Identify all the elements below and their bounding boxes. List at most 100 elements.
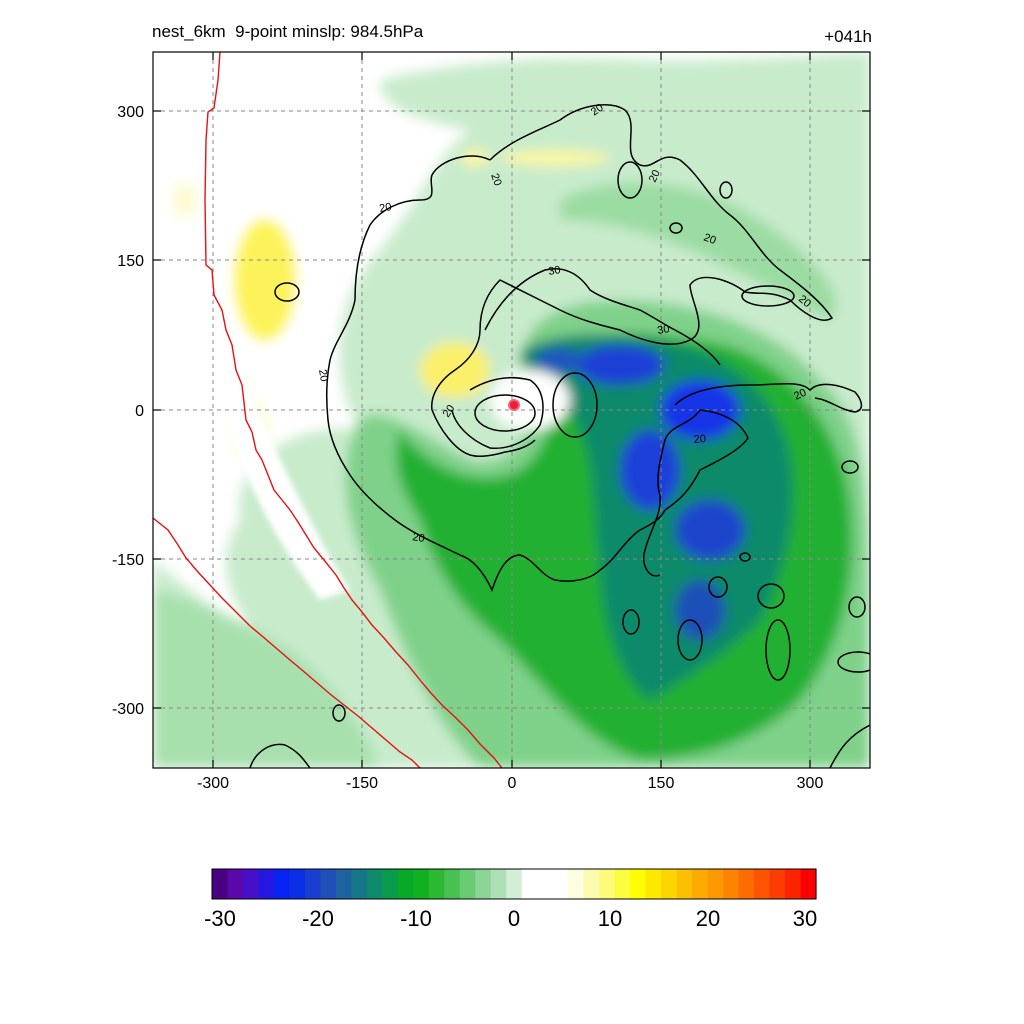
colorbar-swatch [754, 869, 771, 899]
colorbar-swatch [320, 869, 337, 899]
colorbar-swatch [723, 869, 740, 899]
x-tick-label: -150 [346, 775, 378, 792]
contour-label: 20 [647, 168, 663, 184]
colorbar-swatch [614, 869, 631, 899]
colorbar-swatch [692, 869, 709, 899]
colorbar-swatch [366, 869, 383, 899]
colorbar-swatch [769, 869, 786, 899]
colorbar-swatch [738, 869, 755, 899]
x-tick-label: 150 [648, 775, 675, 792]
colorbar-tick-label: -10 [400, 906, 432, 931]
colorbar-swatch [800, 869, 817, 899]
forecast-hour-label: +041h [824, 27, 872, 46]
field-blue-max-centre [620, 430, 680, 510]
y-axis-labels: 300 150 0 -150 -300 [112, 104, 144, 718]
colorbar-swatch [428, 869, 445, 899]
coastline-inner [204, 52, 503, 768]
contour-30 [484, 268, 721, 366]
colorbar-swatch [661, 869, 678, 899]
field-eye [490, 370, 570, 430]
x-tick-label: 300 [797, 775, 824, 792]
colorbar-tick-label: -30 [204, 906, 236, 931]
field-blue-max-inner [535, 348, 585, 372]
field-yellow-west [235, 220, 295, 340]
colorbar-swatch [475, 869, 492, 899]
contour-closed-10 [841, 460, 859, 474]
contour-closed-12 [739, 552, 751, 562]
contour-20-outer [431, 104, 834, 457]
contour-labels: 20 20 20 20 20 30 30 20 20 20 20 20 20 [316, 102, 813, 545]
colorbar-labels: -30 -20 -10 0 10 20 30 [204, 906, 817, 931]
colorbar-swatch [785, 869, 802, 899]
colorbar-swatch [289, 869, 306, 899]
colorbar [212, 869, 817, 899]
contour-closed-6 [757, 583, 785, 609]
colorbar-swatch [382, 869, 399, 899]
contour-20-west [325, 155, 666, 593]
contour-eye-outer [451, 376, 544, 449]
field-blue-max-south [675, 500, 745, 560]
colorbar-swatch [227, 869, 244, 899]
contour-label: 20 [702, 232, 718, 247]
contour-label: 20 [316, 368, 330, 382]
contour-southwest [249, 743, 311, 768]
contour-closed-11 [837, 651, 870, 673]
colorbar-swatch [568, 869, 585, 899]
field-yellow-farwest [173, 182, 197, 218]
y-tick-label: 150 [117, 253, 144, 270]
axis-ticks [153, 52, 870, 768]
field-yellow-north [500, 150, 610, 166]
coastline-outer [153, 517, 421, 768]
colorbar-swatch [645, 869, 662, 899]
colorbar-swatch [490, 869, 507, 899]
colorbar-swatch [630, 869, 647, 899]
contour-label: 30 [656, 323, 670, 337]
colorbar-tick-label: 30 [793, 906, 817, 931]
colorbar-swatch [583, 869, 600, 899]
colorbar-tick-label: 20 [696, 906, 720, 931]
colorbar-swatch [459, 869, 476, 899]
colorbar-swatch [552, 869, 569, 899]
x-tick-label: -300 [197, 775, 229, 792]
colorbar-swatch [413, 869, 430, 899]
colorbar-swatch [212, 869, 229, 899]
colorbar-swatch [599, 869, 616, 899]
contour-closed-5 [708, 576, 728, 598]
colorbar-tick-label: 10 [598, 906, 622, 931]
field-coastal-gap [195, 260, 350, 600]
contour-closed-1 [552, 372, 598, 438]
colorbar-tick-label: 0 [508, 906, 520, 931]
contour-closed-3 [741, 285, 795, 307]
contour-20-east [674, 383, 863, 413]
contour-closed-9 [848, 596, 866, 618]
contour-20-rainband [643, 409, 749, 577]
colorbar-swatch [506, 869, 523, 899]
contour-closed-7 [677, 619, 703, 661]
contour-closed-2 [274, 282, 300, 302]
contour-label: 30 [547, 264, 561, 278]
field-green-southwest [153, 590, 380, 768]
contour-label: 20 [589, 102, 606, 119]
contour-closed-13 [669, 222, 683, 234]
colorbar-swatch [521, 869, 538, 899]
contour-closed-4 [622, 609, 640, 635]
contour-label: 20 [693, 433, 706, 446]
contour-eye-inner [474, 394, 536, 432]
contour-closed-14 [719, 181, 733, 199]
contour-label: 20 [411, 531, 425, 545]
x-axis-labels: -300 -150 0 150 300 [197, 775, 823, 792]
colorbar-swatch [273, 869, 291, 899]
colorbar-swatch [258, 869, 275, 899]
storm-center-marker [508, 399, 520, 411]
contour-southeast [829, 724, 870, 768]
colorbar-swatch [537, 869, 554, 899]
contours [249, 104, 870, 768]
x-tick-label: 0 [508, 775, 517, 792]
colorbar-swatch [397, 869, 414, 899]
y-tick-label: 300 [117, 104, 144, 121]
field-yellow-northwest [460, 150, 490, 166]
contour-closed-15 [332, 704, 346, 722]
colorbar-swatch [242, 869, 260, 899]
chart-title: nest_6km 9-point minslp: 984.5hPa [152, 22, 424, 41]
